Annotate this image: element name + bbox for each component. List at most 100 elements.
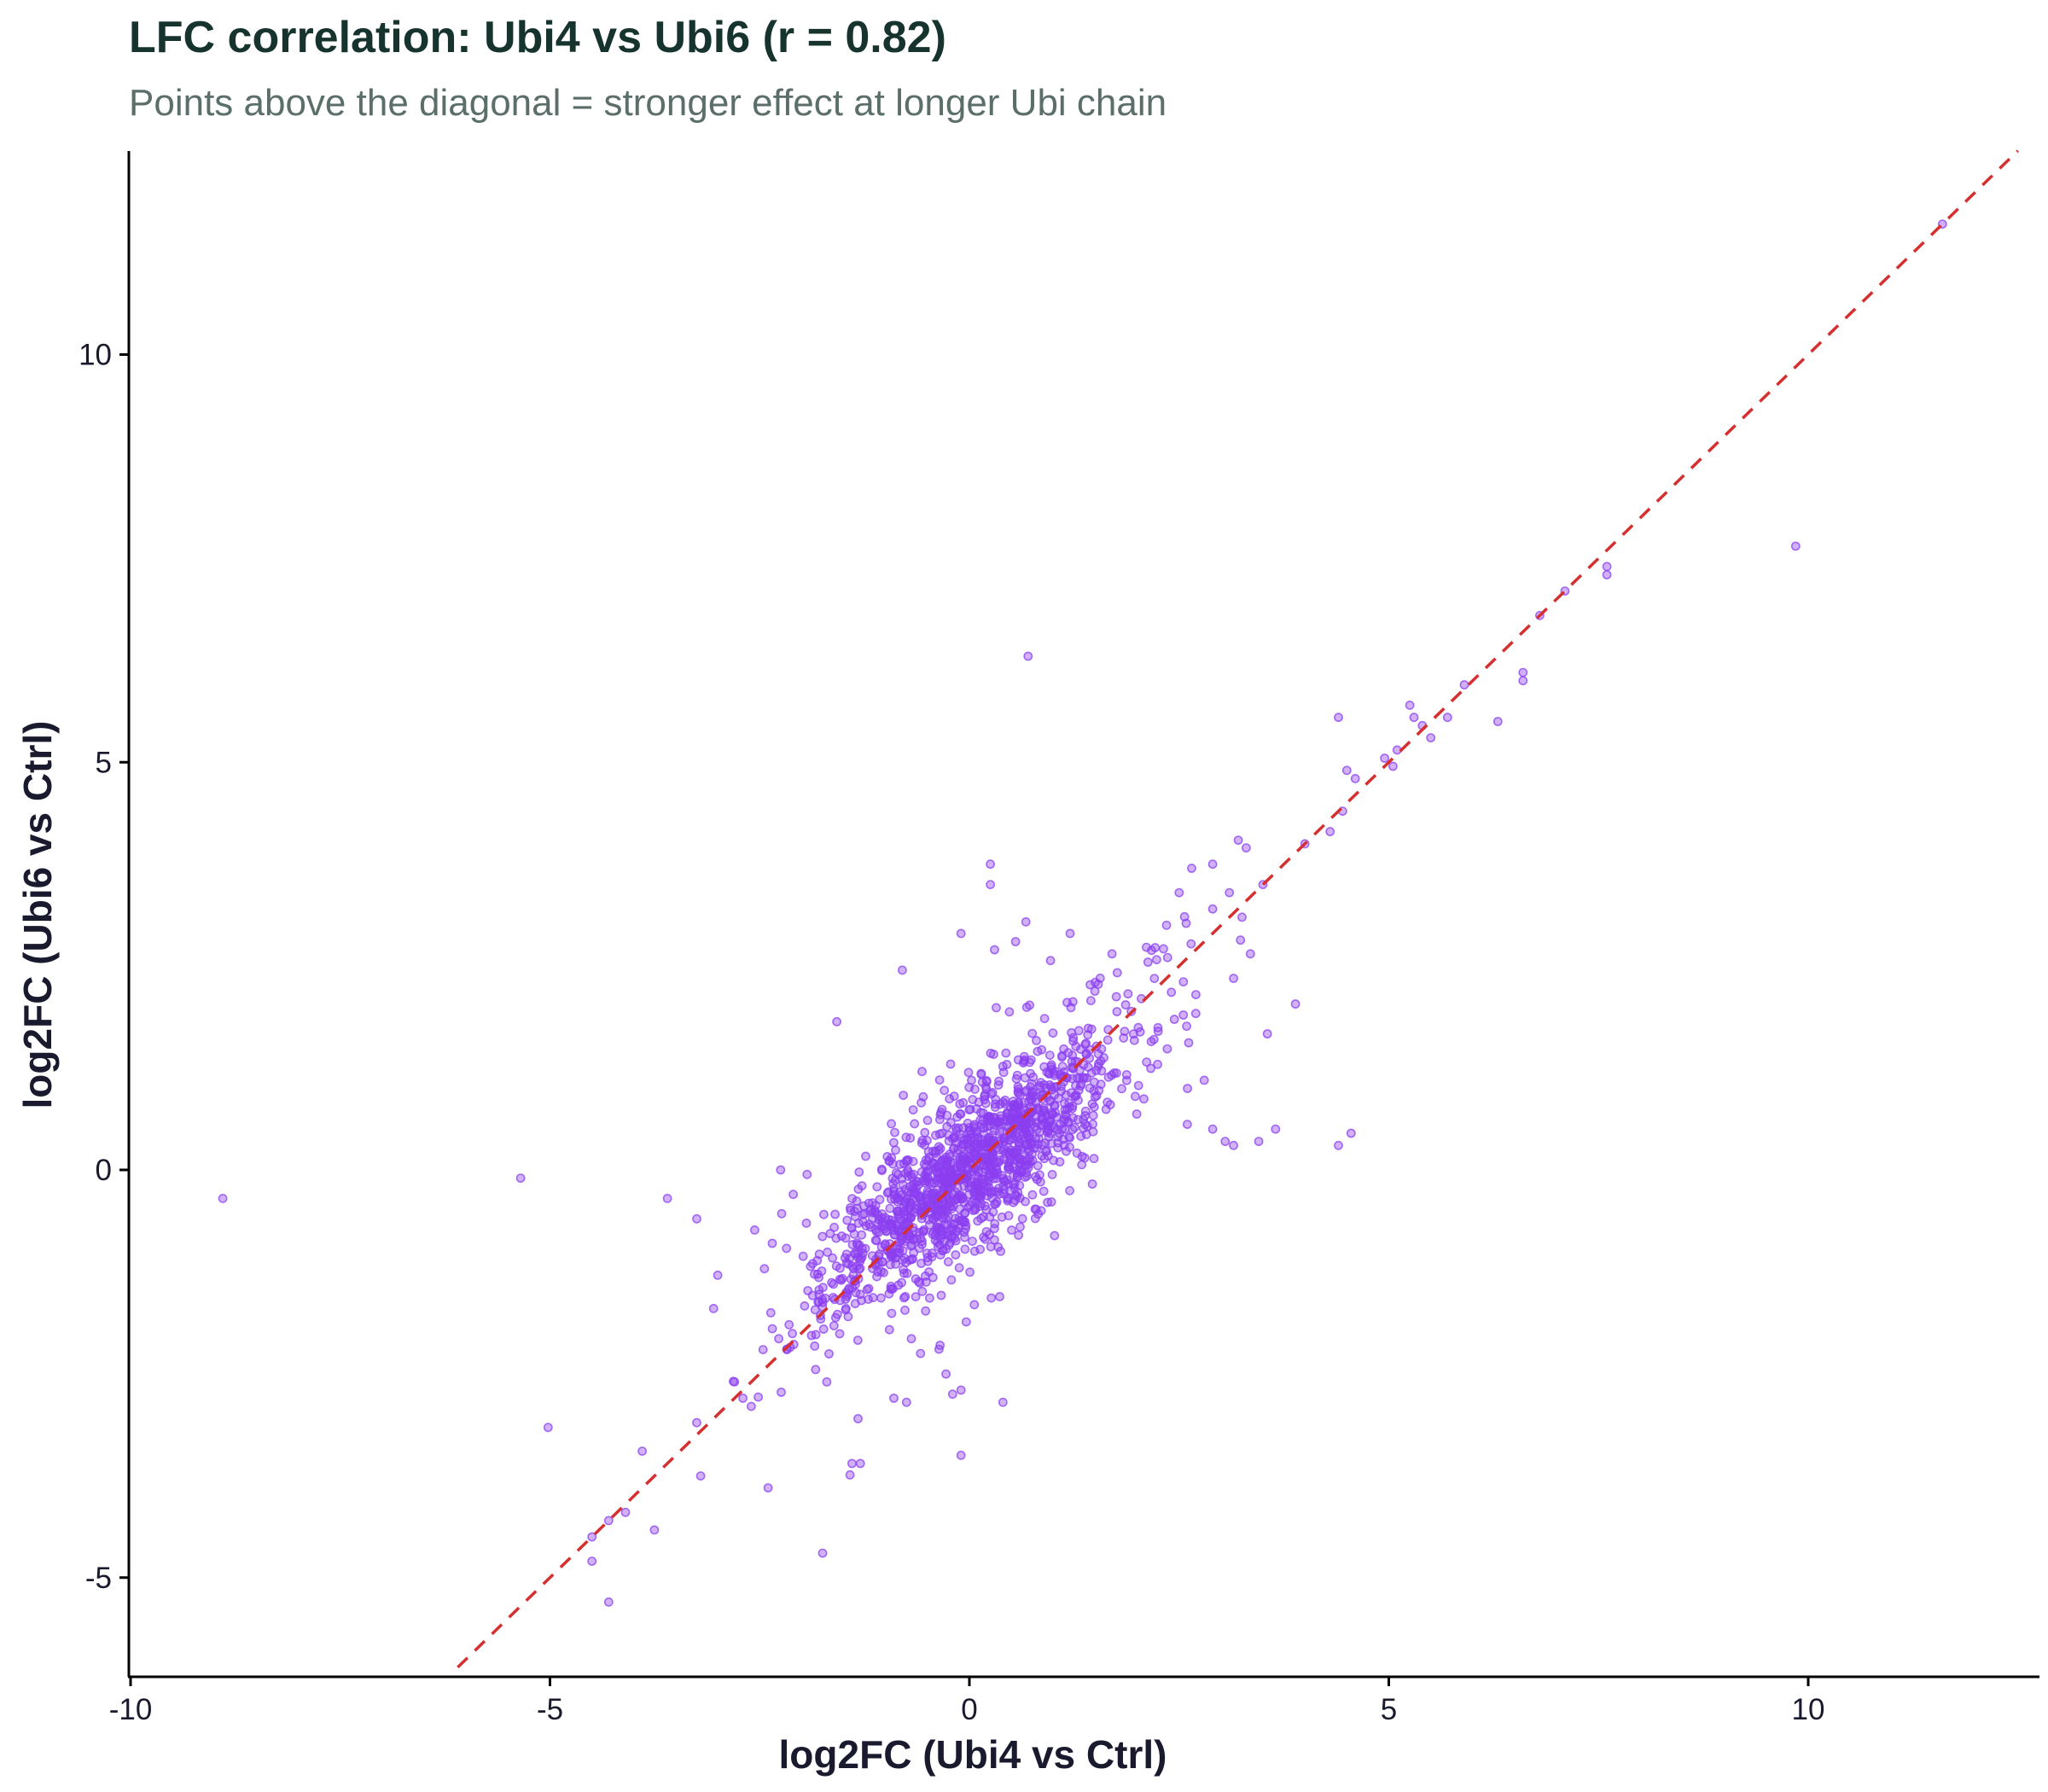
data-point [1086, 1024, 1097, 1034]
data-point [1068, 1033, 1079, 1043]
data-point [1087, 1179, 1097, 1189]
data-point [1128, 1029, 1138, 1039]
data-point [1068, 1050, 1078, 1061]
data-point [1044, 1080, 1055, 1090]
data-point [966, 1132, 976, 1143]
data-point [1112, 1068, 1121, 1078]
data-point [1123, 989, 1133, 999]
data-point [1459, 680, 1469, 689]
data-point [817, 1548, 828, 1558]
data-point [923, 1167, 933, 1177]
data-point [1245, 949, 1255, 959]
data-point [1182, 1021, 1191, 1031]
data-point [973, 1132, 983, 1142]
data-point [934, 1167, 945, 1177]
data-point [946, 1275, 957, 1285]
data-point [1080, 1111, 1090, 1120]
data-point [1262, 1029, 1272, 1039]
data-point [864, 1295, 873, 1304]
data-point [1063, 1117, 1073, 1126]
data-point [1388, 761, 1398, 771]
data-point [871, 1236, 881, 1246]
data-point [788, 1329, 797, 1339]
data-point [1033, 1046, 1043, 1056]
data-point [975, 1201, 985, 1211]
data-point [970, 1085, 980, 1094]
data-point [777, 1388, 786, 1397]
data-point [1237, 912, 1247, 922]
data-point [765, 1308, 776, 1318]
data-point [692, 1417, 701, 1428]
data-point [1143, 957, 1153, 967]
data-point [1004, 1211, 1014, 1221]
data-point [921, 1306, 931, 1316]
x-tick-label: -10 [109, 1693, 153, 1726]
data-point [1085, 980, 1095, 990]
data-point [968, 1236, 977, 1246]
data-point [1159, 944, 1168, 954]
data-point [1107, 949, 1117, 959]
data-point [1011, 1073, 1021, 1084]
data-point [960, 1244, 970, 1254]
data-point [1079, 1073, 1089, 1083]
data-point [810, 1341, 820, 1351]
data-point [1083, 1062, 1093, 1072]
data-point [874, 1249, 884, 1260]
data-point [1001, 1048, 1011, 1058]
data-point [951, 1250, 961, 1260]
data-point [1120, 1027, 1130, 1036]
data-point [1133, 1080, 1143, 1091]
data-point [1014, 1099, 1024, 1108]
data-point [857, 1230, 867, 1240]
data-point [1161, 920, 1172, 930]
data-point [1077, 1160, 1087, 1170]
data-point [1236, 935, 1246, 945]
data-point [902, 1268, 912, 1278]
data-point [969, 1300, 980, 1310]
data-point [990, 945, 999, 955]
data-point [1027, 1155, 1038, 1166]
data-point [802, 1169, 812, 1179]
data-point [877, 1257, 887, 1266]
data-point [1039, 1186, 1049, 1196]
y-tick-label: 0 [96, 1154, 112, 1187]
data-point [1117, 1084, 1126, 1094]
data-point [218, 1194, 228, 1203]
data-point [994, 1076, 1004, 1086]
data-point [1149, 974, 1160, 983]
data-point [1049, 1082, 1059, 1092]
data-point [887, 1284, 897, 1295]
data-point [1049, 1068, 1059, 1079]
data-point [1162, 952, 1172, 963]
data-point [916, 1348, 926, 1359]
data-point [841, 1258, 852, 1268]
data-point [986, 1242, 996, 1252]
data-point [1019, 1118, 1029, 1127]
data-point [960, 1232, 969, 1242]
data-point [1183, 1084, 1192, 1093]
data-point [900, 1292, 911, 1301]
data-point [1085, 1053, 1095, 1063]
data-point [957, 1143, 967, 1153]
data-point [1334, 713, 1343, 723]
data-point [1046, 1060, 1056, 1070]
data-point [1162, 1044, 1172, 1054]
data-point [891, 1145, 900, 1155]
data-point [1089, 1154, 1099, 1164]
data-point [1518, 667, 1528, 678]
data-point [995, 1099, 1005, 1109]
data-point [985, 1152, 995, 1161]
data-point [847, 1194, 857, 1203]
data-point [953, 1123, 963, 1133]
data-point [1037, 1140, 1047, 1149]
data-point [905, 1231, 914, 1242]
data-point [953, 1224, 963, 1233]
data-point [1080, 1039, 1091, 1050]
data-point [713, 1271, 723, 1280]
data-point [890, 1194, 899, 1204]
data-point [877, 1164, 887, 1174]
data-point [882, 1152, 893, 1161]
data-point [986, 880, 995, 889]
data-point [708, 1304, 719, 1313]
data-point [1178, 1010, 1189, 1020]
